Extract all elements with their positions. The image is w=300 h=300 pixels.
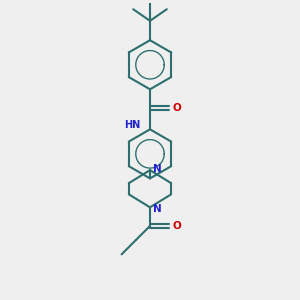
Text: HN: HN <box>124 120 140 130</box>
Text: O: O <box>172 103 181 113</box>
Text: O: O <box>172 221 181 231</box>
Text: N: N <box>153 164 162 174</box>
Text: N: N <box>153 204 162 214</box>
